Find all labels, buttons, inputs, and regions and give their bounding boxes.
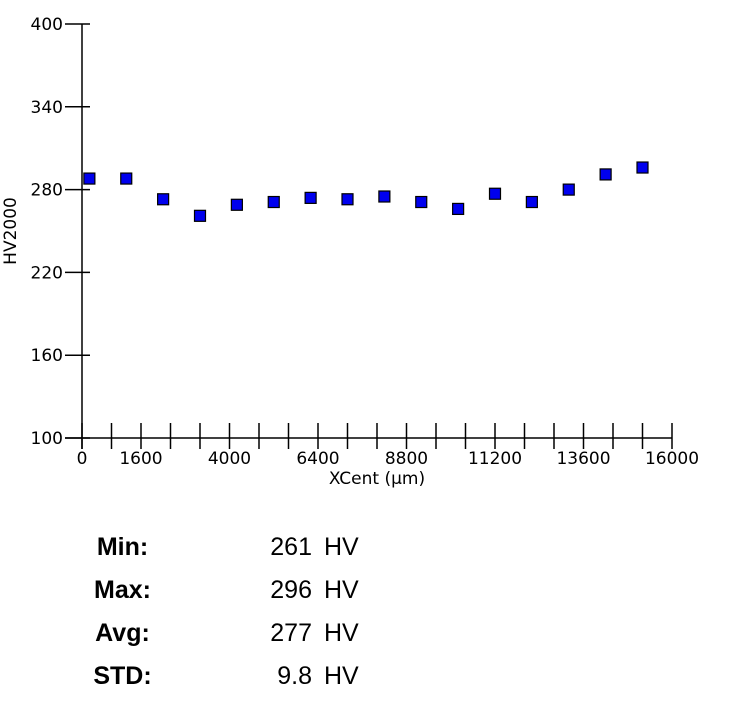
stat-row: Avg: 277 HV <box>60 619 480 662</box>
stat-label: Max: <box>94 576 151 604</box>
stats-panel: Min: 261 HV Max: 296 HV Avg: 277 HV STD: 9.8 HV <box>60 533 480 705</box>
stat-unit: HV <box>324 533 359 561</box>
data-point-square <box>452 202 465 216</box>
hardness-traverse-chart: 400 340 280 220 160 100 0 1600 4000 6400 8800 11200… <box>1 15 699 489</box>
y-tick-label: 160 <box>31 346 63 366</box>
data-point-square <box>636 161 649 174</box>
stat-row: Max: 296 HV <box>60 576 480 619</box>
stat-value: 296 <box>270 576 312 604</box>
data-point-square <box>120 172 133 185</box>
y-tick-label: 100 <box>31 429 63 449</box>
stat-label: STD: <box>93 662 152 690</box>
data-point-square <box>415 195 428 209</box>
y-tick-label: 400 <box>31 15 63 35</box>
x-tick-label: 6400 <box>296 449 339 469</box>
data-point-square <box>562 183 575 196</box>
stat-label: Min: <box>96 533 149 561</box>
x-tick-label: 13600 <box>556 449 610 469</box>
data-point-square <box>230 198 243 211</box>
stat-label: Avg: <box>95 619 150 647</box>
data-point-square <box>525 195 538 209</box>
x-tick-label: 11200 <box>468 449 522 469</box>
data-point-square <box>378 190 391 203</box>
x-axis-title: XCent (µm) <box>329 469 425 489</box>
stat-value: 9.8 <box>277 662 312 690</box>
y-tick-label: 220 <box>31 263 63 283</box>
data-point-square <box>599 168 612 181</box>
data-point-square <box>157 193 170 206</box>
x-tick-label: 1600 <box>119 449 162 469</box>
data-point-square <box>304 191 317 204</box>
x-tick-label: 4000 <box>208 449 251 469</box>
x-tick-label: 8800 <box>385 449 428 469</box>
x-tick-label: 0 <box>77 449 88 469</box>
data-point-square <box>267 195 280 209</box>
stat-unit: HV <box>324 662 359 690</box>
x-tick-label: 16000 <box>645 449 699 469</box>
scatter-plot: 400 340 280 220 160 100 0 1600 4000 6400 8800 11200… <box>1 15 699 489</box>
y-tick-label: 340 <box>31 98 63 118</box>
data-point-square <box>193 209 207 222</box>
stat-value: 261 <box>270 533 312 561</box>
data-point-square <box>488 187 502 200</box>
data-point-square <box>341 193 354 206</box>
stat-row: STD: 9.8 HV <box>60 662 480 705</box>
y-axis-title: HV2000 <box>1 197 21 265</box>
stat-row: Min: 261 HV <box>60 533 480 576</box>
stat-unit: HV <box>324 619 359 647</box>
stat-value: 277 <box>270 619 312 647</box>
y-tick-label: 280 <box>31 181 63 201</box>
data-point-square <box>83 172 96 185</box>
stat-unit: HV <box>324 576 359 604</box>
